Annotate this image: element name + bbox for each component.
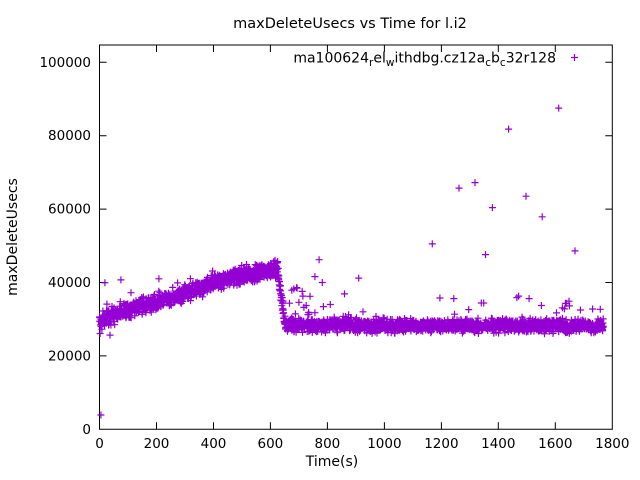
x-tick-label: 800 bbox=[315, 436, 341, 452]
y-axis-label: maxDeleteUsecs bbox=[5, 178, 21, 296]
x-tick-label: 600 bbox=[258, 436, 284, 452]
legend-marker-plus-icon bbox=[571, 54, 578, 61]
x-tick-label: 1800 bbox=[595, 436, 629, 452]
x-axis-label: Time(s) bbox=[305, 454, 358, 470]
x-tick-label: 1400 bbox=[481, 436, 515, 452]
x-tick-label: 400 bbox=[201, 436, 227, 452]
x-tick-label: 1200 bbox=[424, 436, 458, 452]
chart-title: maxDeleteUsecs vs Time for l.i2 bbox=[233, 16, 467, 32]
y-tick-label: 0 bbox=[82, 422, 91, 438]
scatter-points-series-1 bbox=[96, 104, 607, 419]
x-tick-label: 200 bbox=[144, 436, 170, 452]
x-tick-label: 0 bbox=[95, 436, 104, 452]
legend-series-name: ma100624relwithdbg.cz12acbc32r128 bbox=[293, 51, 556, 70]
y-tick-label: 80000 bbox=[48, 128, 91, 144]
y-tick-label: 20000 bbox=[48, 348, 91, 364]
y-tick-label: 100000 bbox=[39, 55, 91, 71]
data-points bbox=[96, 104, 607, 419]
y-tick-label: 60000 bbox=[48, 202, 91, 218]
y-tick-label: 40000 bbox=[48, 275, 91, 291]
x-tick-label: 1000 bbox=[367, 436, 401, 452]
x-tick-label: 1600 bbox=[538, 436, 572, 452]
tick-labels: 0 200 400 600 800 1000 1200 1400 1600 1800 0 20000 4… bbox=[39, 55, 629, 452]
legend: ma100624relwithdbg.cz12acbc32r128 bbox=[293, 51, 578, 70]
